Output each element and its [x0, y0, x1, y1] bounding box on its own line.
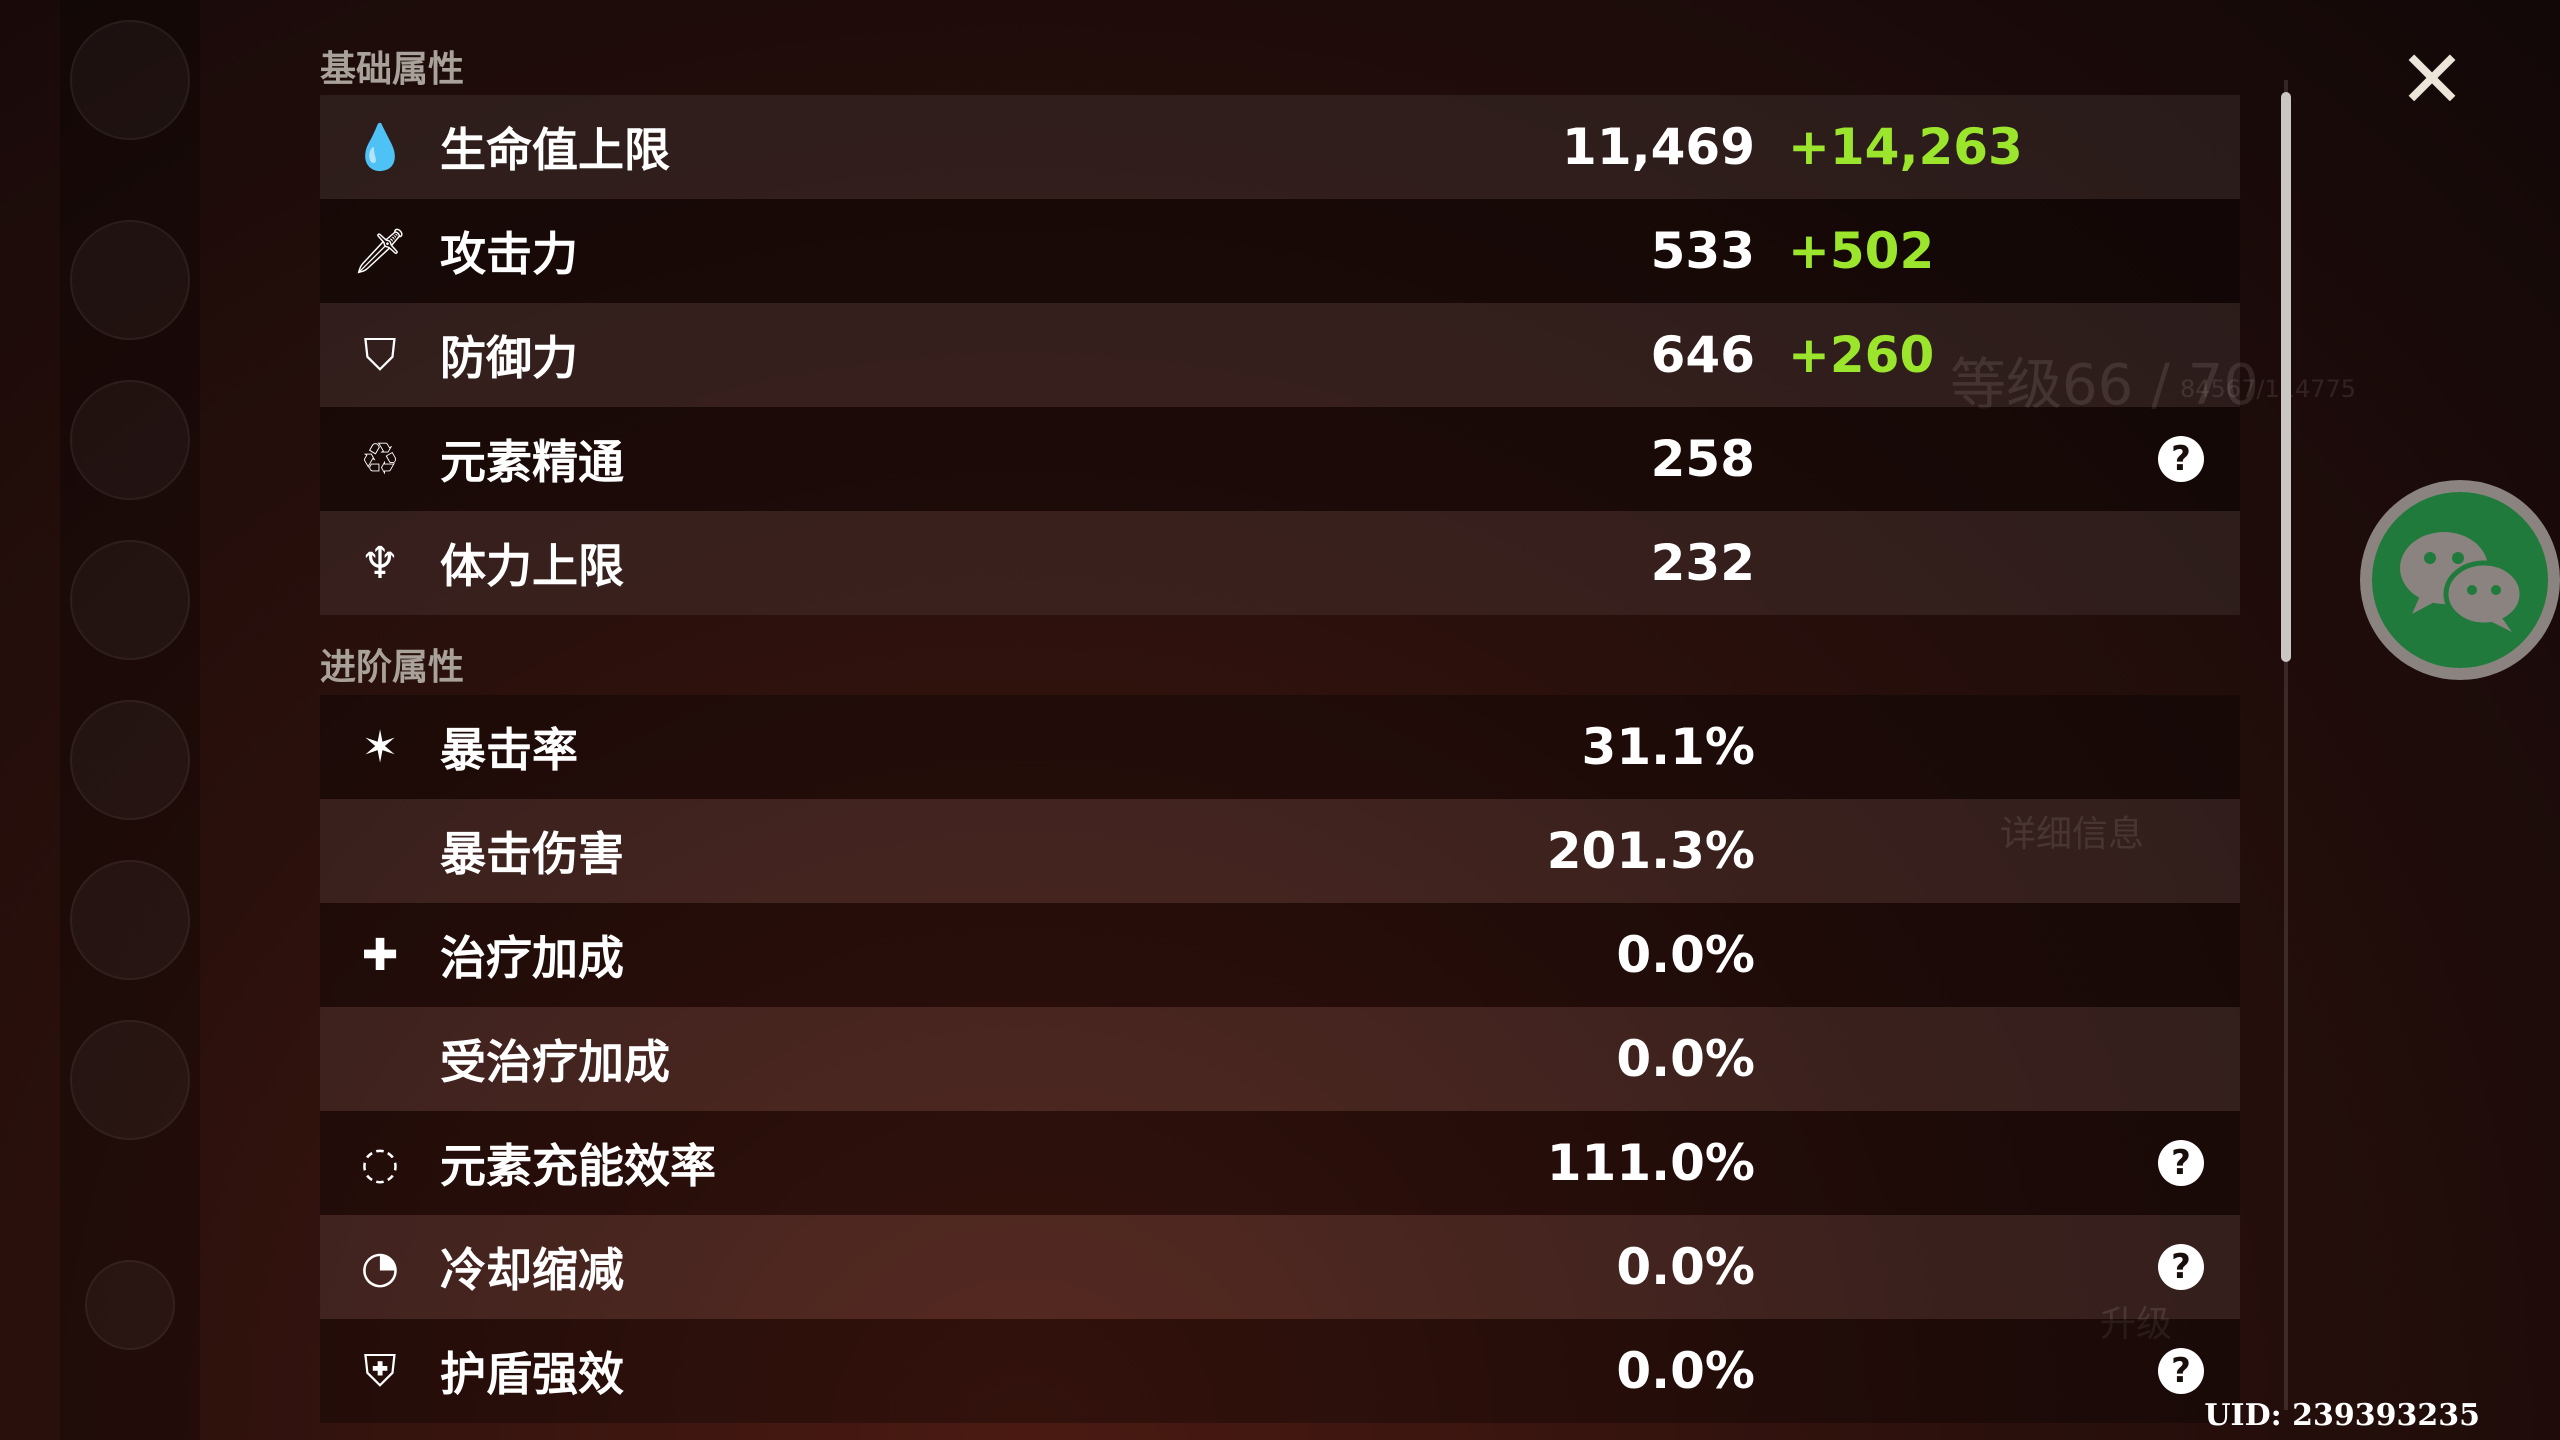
sword-icon: 🗡	[352, 226, 408, 277]
stat-row-stamina: ♆ 体力上限 232	[320, 511, 2240, 615]
stamina-icon: ♆	[360, 537, 400, 589]
element-emblem-icon	[70, 20, 190, 140]
wechat-icon	[2400, 532, 2525, 632]
stat-label: 暴击率	[440, 723, 578, 777]
stat-bonus: +14,263	[1788, 118, 2023, 176]
close-button[interactable]: ✕	[2398, 33, 2466, 126]
section-advanced-title: 进阶属性	[320, 647, 465, 688]
help-icon[interactable]: ?	[2158, 1348, 2204, 1394]
sidebar-tab[interactable]	[70, 380, 190, 500]
shield-strength-icon: ⛨	[363, 1345, 397, 1397]
character-avatar[interactable]	[70, 700, 190, 820]
stat-row-def: ⛉ 防御力 646 +260	[320, 303, 2240, 407]
stat-row-atk: 🗡 攻击力 533 +502	[320, 199, 2240, 303]
stat-value: 0.0%	[1616, 1238, 1755, 1296]
stat-label: 受治疗加成	[440, 1035, 670, 1089]
sidebar-tab[interactable]	[70, 540, 190, 660]
stat-row-energy-recharge: ◌ 元素充能效率 111.0% ?	[320, 1111, 2240, 1215]
stat-label: 暴击伤害	[440, 827, 624, 881]
stat-label: 治疗加成	[440, 931, 624, 985]
character-avatar[interactable]	[70, 860, 190, 980]
stat-row-crit-rate: ✶ 暴击率 31.1%	[320, 695, 2240, 799]
stat-value: 0.0%	[1616, 1030, 1755, 1088]
stat-row-hp: 💧 生命值上限 11,469 +14,263	[320, 95, 2240, 199]
cooldown-icon: ◔	[360, 1241, 400, 1293]
scrollbar-thumb[interactable]	[2281, 92, 2291, 662]
scrollbar-track[interactable]	[2284, 80, 2288, 1410]
bg-details-button: 详细信息	[2000, 814, 2145, 855]
stat-value: 11,469	[1562, 118, 1755, 176]
character-avatar[interactable]	[70, 1020, 190, 1140]
help-icon[interactable]: ?	[2158, 1244, 2204, 1290]
stat-row-healing: ✚ 治疗加成 0.0%	[320, 903, 2240, 1007]
stat-row-cooldown: ◔ 冷却缩减 0.0% ?	[320, 1215, 2240, 1319]
grid-menu-icon[interactable]	[85, 1260, 175, 1350]
section-basic-title: 基础属性	[320, 49, 465, 90]
stat-label: 生命值上限	[440, 123, 670, 177]
stat-row-em: ♲ 元素精通 258 ?	[320, 407, 2240, 511]
stat-value: 31.1%	[1581, 718, 1755, 776]
hp-drop-icon: 💧	[352, 122, 408, 173]
sidebar-tab[interactable]	[70, 220, 190, 340]
stat-bonus: +260	[1788, 326, 1935, 384]
stat-label: 护盾强效	[440, 1347, 624, 1401]
stat-label: 元素精通	[440, 435, 624, 489]
stat-value: 0.0%	[1616, 926, 1755, 984]
uid-label: UID: 239393235	[2204, 1398, 2480, 1433]
stat-value: 232	[1650, 534, 1755, 592]
stat-value: 201.3%	[1546, 822, 1755, 880]
stat-row-crit-dmg: 暴击伤害 201.3%	[320, 799, 2240, 903]
stat-label: 攻击力	[440, 227, 578, 281]
stat-value: 111.0%	[1546, 1134, 1755, 1192]
bg-upgrade-button: 升级	[2100, 1304, 2173, 1345]
stat-label: 防御力	[440, 331, 578, 385]
crit-rate-icon: ✶	[361, 721, 399, 773]
wechat-share-button[interactable]	[2360, 480, 2560, 680]
stat-label: 元素充能效率	[440, 1139, 716, 1193]
shield-icon: ⛉	[363, 329, 397, 381]
energy-recharge-icon: ◌	[360, 1137, 400, 1189]
stat-value: 0.0%	[1616, 1342, 1755, 1400]
stat-value: 533	[1650, 222, 1755, 280]
stat-value: 258	[1650, 430, 1755, 488]
stat-label: 冷却缩减	[440, 1243, 624, 1297]
stat-label: 体力上限	[440, 539, 624, 593]
healing-cross-icon: ✚	[361, 929, 399, 981]
help-icon[interactable]: ?	[2158, 1140, 2204, 1186]
stat-row-incoming-healing: 受治疗加成 0.0%	[320, 1007, 2240, 1111]
elemental-mastery-icon: ♲	[360, 433, 400, 485]
bg-level: 等级66 / 70	[1950, 353, 2259, 418]
stat-value: 646	[1650, 326, 1755, 384]
bg-exp: 84567/114775	[2180, 375, 2357, 403]
help-icon[interactable]: ?	[2158, 436, 2204, 482]
stat-bonus: +502	[1788, 222, 1935, 280]
stat-row-shield-strength: ⛨ 护盾强效 0.0% ?	[320, 1319, 2240, 1423]
